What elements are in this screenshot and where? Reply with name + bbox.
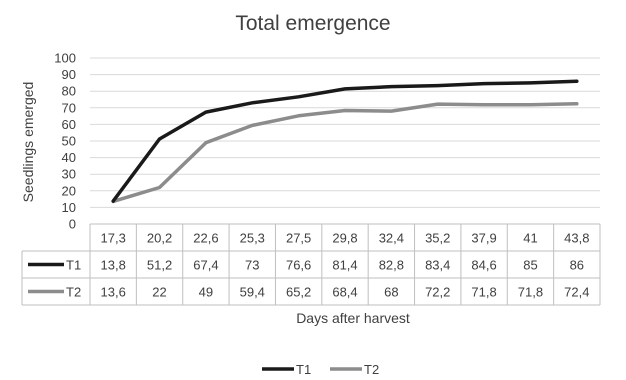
x-tick-label: 29,8 <box>332 231 357 246</box>
x-tick-label: 35,2 <box>425 231 450 246</box>
y-tick-label: 60 <box>62 117 76 132</box>
x-tick-label: 25,3 <box>240 231 265 246</box>
data-label: 59,4 <box>240 285 265 300</box>
y-tick-label: 0 <box>69 217 76 232</box>
chart-title: Total emergence <box>235 12 390 35</box>
data-label: 71,8 <box>471 285 496 300</box>
data-label: 85 <box>523 258 537 273</box>
y-tick-label: 10 <box>62 200 76 215</box>
data-label: 51,2 <box>147 258 172 273</box>
x-tick-label: 17,3 <box>101 231 126 246</box>
y-axis-label: Seedlings emerged <box>20 82 36 203</box>
legend-label: T2 <box>364 362 379 377</box>
y-tick-label: 50 <box>62 134 76 149</box>
data-label: 86 <box>570 258 584 273</box>
data-label: 83,4 <box>425 258 450 273</box>
data-label: 65,2 <box>286 285 311 300</box>
data-label: 73 <box>245 258 259 273</box>
table-series-name: T2 <box>66 285 81 300</box>
data-table: 17,3 20,2 22,6 25,3 27,5 29,8 32,4 35,2 37,9 41 43… <box>21 224 601 306</box>
legend-label: T1 <box>296 362 311 377</box>
x-tick-label: 27,5 <box>286 231 311 246</box>
data-label: 68,4 <box>332 285 357 300</box>
y-tick-label: 80 <box>62 84 76 99</box>
x-tick-label: 20,2 <box>147 231 172 246</box>
table-series-name: T1 <box>66 258 81 273</box>
data-label: 71,8 <box>518 285 543 300</box>
x-tick-label: 41 <box>523 231 537 246</box>
data-label: 13,8 <box>101 258 126 273</box>
data-label: 81,4 <box>332 258 357 273</box>
data-label: 22 <box>152 285 166 300</box>
data-label: 72,2 <box>425 285 450 300</box>
legend: T1 T2 <box>262 362 379 377</box>
data-label: 67,4 <box>193 258 218 273</box>
data-label: 72,4 <box>564 285 589 300</box>
series-line-t2 <box>111 102 579 204</box>
y-tick-label: 70 <box>62 100 76 115</box>
y-tick-label: 30 <box>62 167 76 182</box>
y-tick-label: 40 <box>62 150 76 165</box>
data-label: 68 <box>384 285 398 300</box>
data-label: 49 <box>199 285 213 300</box>
data-label: 82,8 <box>379 258 404 273</box>
series-lines <box>111 79 579 204</box>
x-tick-label: 37,9 <box>471 231 496 246</box>
x-tick-label: 32,4 <box>379 231 404 246</box>
x-tick-label: 43,8 <box>564 231 589 246</box>
x-tick-label: 22,6 <box>193 231 218 246</box>
data-label: 76,6 <box>286 258 311 273</box>
y-tick-label: 20 <box>62 183 76 198</box>
data-label: 13,6 <box>101 285 126 300</box>
x-axis-label: Days after harvest <box>296 310 410 326</box>
y-tick-label: 100 <box>54 51 76 66</box>
y-tick-label: 90 <box>62 67 76 82</box>
series-line-t1 <box>111 79 579 203</box>
data-label: 84,6 <box>471 258 496 273</box>
